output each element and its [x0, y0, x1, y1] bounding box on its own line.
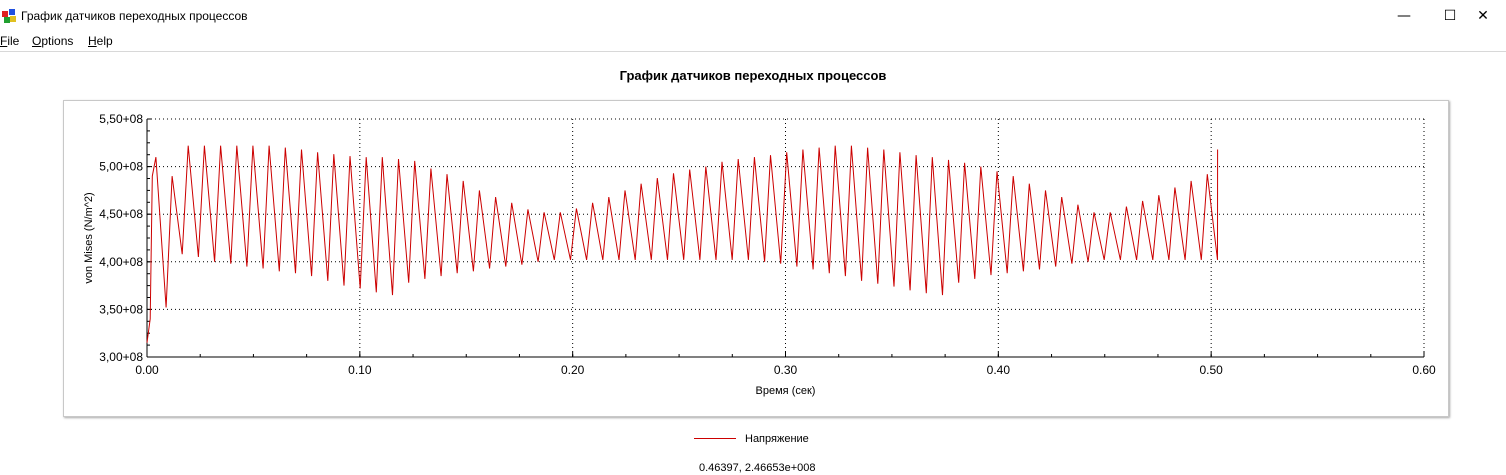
- menu-bar: File Options Help: [0, 31, 1506, 52]
- series-layer: [146, 145, 1219, 343]
- y-tick-label: 5,50+08: [99, 112, 143, 126]
- x-tick-label: 0.10: [348, 363, 372, 377]
- y-tick-label: 4,00+08: [99, 255, 143, 269]
- y-tick-label: 5,00+08: [99, 160, 143, 174]
- grid-lines: [147, 118, 1425, 357]
- maximize-button[interactable]: ☐: [1427, 0, 1473, 31]
- x-tick-label: 0.30: [774, 363, 798, 377]
- legend-label: Напряжение: [745, 433, 809, 445]
- x-tick-label: 0.50: [1199, 363, 1223, 377]
- minimize-icon: —: [1397, 7, 1411, 24]
- axes: [146, 118, 1425, 358]
- close-button[interactable]: ✕: [1460, 0, 1506, 31]
- close-icon: ✕: [1477, 7, 1489, 24]
- y-tick-label: 3,50+08: [99, 302, 143, 316]
- menu-options[interactable]: Options: [32, 34, 74, 48]
- app-icon: [2, 9, 16, 23]
- window-title: График датчиков переходных процессов: [21, 9, 248, 23]
- x-tick-label: 0.20: [561, 363, 585, 377]
- y-tick-label: 4,50+08: [99, 207, 143, 221]
- menu-file[interactable]: File: [0, 34, 20, 48]
- x-axis-label: Время (сек): [756, 385, 816, 397]
- y-tick-label: 3,00+08: [99, 350, 143, 364]
- title-bar: График датчиков переходных процессов — ☐…: [0, 0, 1506, 31]
- chart-title: График датчиков переходных процессов: [619, 68, 887, 83]
- x-tick-label: 0.00: [135, 363, 159, 377]
- maximize-icon: ☐: [1443, 7, 1457, 24]
- coordinate-readout: 0.46397, 2.46653e+008: [699, 462, 816, 474]
- y-axis-label: von Mises (N/m^2): [83, 192, 95, 283]
- x-tick-label: 0.40: [987, 363, 1011, 377]
- menu-help[interactable]: Help: [88, 34, 113, 48]
- plot-area[interactable]: 0.00 0.10 0.20 0.30 0.40 0.50 0.60 3,00+08 3,50+…: [64, 101, 1448, 416]
- series-line-napryazhenie: [146, 145, 1219, 343]
- minimize-button[interactable]: —: [1381, 0, 1427, 31]
- legend-swatch: [694, 438, 736, 439]
- tick-labels: 0.00 0.10 0.20 0.30 0.40 0.50 0.60 3,00+08 3,50+…: [99, 112, 1436, 377]
- x-tick-label: 0.60: [1412, 363, 1436, 377]
- chart-panel[interactable]: 0.00 0.10 0.20 0.30 0.40 0.50 0.60 3,00+08 3,50+…: [63, 100, 1449, 417]
